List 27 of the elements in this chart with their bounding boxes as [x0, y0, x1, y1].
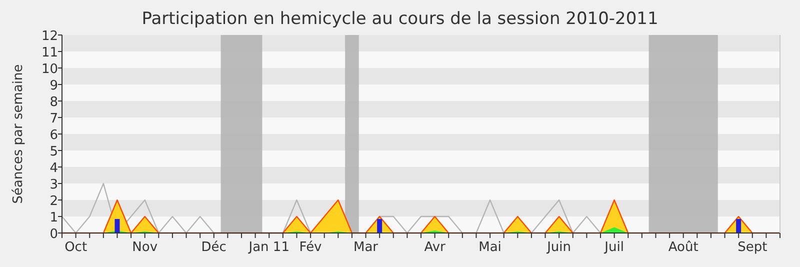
x-tick-label: Mai — [478, 240, 502, 255]
y-tick-label: 6 — [50, 128, 58, 143]
x-tick-label: Août — [668, 240, 698, 255]
y-tick-label: 7 — [50, 112, 58, 126]
y-tick-label: 1 — [50, 210, 58, 226]
x-tick-label: Juil — [604, 240, 624, 255]
y-tick-label: 5 — [50, 144, 58, 160]
y-tick-label: 9 — [50, 78, 58, 94]
y-tick-label: 4 — [50, 161, 58, 176]
y-tick-label: 11 — [41, 46, 58, 60]
x-tick-label: Juin — [546, 240, 572, 255]
y-tick-label: 8 — [50, 95, 58, 110]
x-tick-label: Oct — [64, 240, 88, 255]
y-tick-label: 2 — [50, 194, 58, 209]
y-axis-title: Séances par semaine — [11, 64, 26, 204]
y-tick-label: 3 — [50, 178, 58, 192]
y-tick-label: 12 — [41, 29, 58, 44]
x-tick-label: Jan 11 — [248, 240, 290, 255]
x-tick-label: Nov — [132, 240, 158, 255]
y-tick-label: 10 — [41, 62, 58, 77]
y-tick-label: 0 — [50, 227, 58, 242]
x-tick-label: Sept — [738, 240, 768, 255]
x-tick-label: Déc — [201, 240, 226, 255]
x-tick-label: Avr — [424, 240, 446, 255]
x-tick-label: Mar — [354, 240, 379, 255]
chart-title: Participation en hemicycle au cours de la session 2010-2011 — [142, 9, 658, 29]
x-tick-label: Fév — [299, 240, 322, 255]
